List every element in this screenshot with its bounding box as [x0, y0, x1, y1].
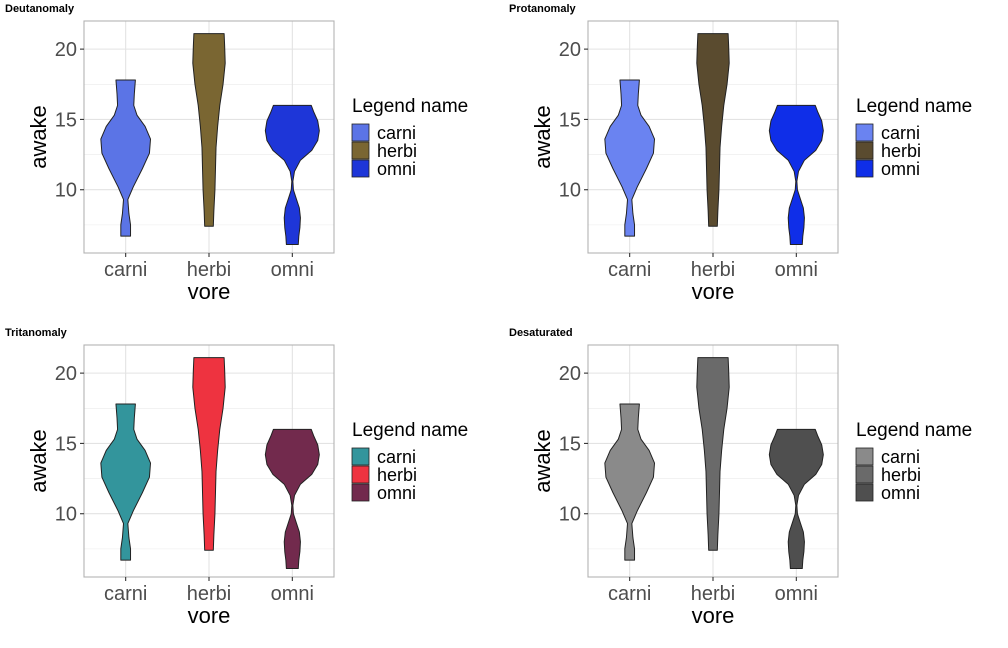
x-tick-label: omni [775, 259, 818, 281]
x-axis-title: vore [692, 279, 735, 304]
y-tick-label: 15 [55, 433, 77, 455]
y-tick-label: 20 [559, 363, 581, 385]
violin-herbi [192, 357, 226, 551]
y-tick-label: 20 [559, 39, 581, 61]
legend-key-herbi [351, 141, 370, 160]
legend-key-carni [855, 447, 874, 466]
x-axis-title: vore [692, 603, 735, 628]
y-axis-title: awake [530, 105, 555, 169]
violin-omni [264, 428, 320, 570]
x-axis-title: vore [188, 603, 231, 628]
violin-carni [604, 403, 656, 561]
legend-label-herbi: herbi [881, 141, 921, 161]
x-tick-label: herbi [691, 583, 735, 605]
violins [100, 357, 320, 570]
legend-key-omni [855, 483, 874, 502]
violins [100, 33, 320, 246]
violin-carni [100, 403, 152, 561]
y-axis-title: awake [26, 105, 51, 169]
violin-carni [604, 79, 656, 237]
legend-title: Legend name [352, 96, 468, 117]
y-tick-label: 15 [55, 109, 77, 131]
legend-label-carni: carni [377, 123, 416, 143]
y-tick-label: 20 [55, 39, 77, 61]
panel-title: Tritanomaly [5, 327, 68, 339]
violin-herbi [192, 33, 226, 227]
violin-herbi [696, 357, 730, 551]
x-tick-label: carni [104, 583, 147, 605]
x-tick-label: omni [271, 583, 314, 605]
legend-title: Legend name [856, 96, 972, 117]
legend-label-herbi: herbi [377, 141, 417, 161]
y-tick-label: 10 [55, 504, 77, 526]
x-tick-label: omni [271, 259, 314, 281]
legend-label-herbi: herbi [377, 465, 417, 485]
y-axis-title: awake [530, 429, 555, 493]
x-tick-label: herbi [187, 583, 231, 605]
legend-key-carni [351, 123, 370, 142]
x-tick-label: herbi [187, 259, 231, 281]
legend-title: Legend name [352, 420, 468, 441]
legend-label-omni: omni [881, 483, 920, 503]
panel-title: Desaturated [509, 327, 573, 339]
legend-key-carni [855, 123, 874, 142]
legend-key-carni [351, 447, 370, 466]
y-tick-label: 15 [559, 433, 581, 455]
x-tick-label: herbi [691, 259, 735, 281]
panel-title: Deutanomaly [5, 3, 75, 15]
panel-title: Protanomaly [509, 3, 577, 15]
legend-label-omni: omni [377, 483, 416, 503]
y-tick-label: 10 [559, 504, 581, 526]
legend-label-carni: carni [881, 447, 920, 467]
violins [604, 357, 824, 570]
legend-label-omni: omni [377, 159, 416, 179]
legend-key-omni [351, 483, 370, 502]
violins [604, 33, 824, 246]
violin-carni [100, 79, 152, 237]
legend-label-herbi: herbi [881, 465, 921, 485]
y-tick-label: 10 [55, 180, 77, 202]
x-tick-label: carni [608, 259, 651, 281]
x-tick-label: carni [608, 583, 651, 605]
x-axis-title: vore [188, 279, 231, 304]
legend-key-herbi [351, 465, 370, 484]
violin-omni [768, 428, 824, 570]
y-tick-label: 10 [559, 180, 581, 202]
legend-key-omni [351, 159, 370, 178]
legend-key-herbi [855, 141, 874, 160]
violin-herbi [696, 33, 730, 227]
legend-label-carni: carni [377, 447, 416, 467]
legend-label-carni: carni [881, 123, 920, 143]
legend-label-omni: omni [881, 159, 920, 179]
legend-key-omni [855, 159, 874, 178]
x-tick-label: omni [775, 583, 818, 605]
legend-title: Legend name [856, 420, 972, 441]
x-tick-label: carni [104, 259, 147, 281]
y-tick-label: 20 [55, 363, 77, 385]
violin-omni [264, 104, 320, 246]
violin-omni [768, 104, 824, 246]
y-tick-label: 15 [559, 109, 581, 131]
y-axis-title: awake [26, 429, 51, 493]
legend-key-herbi [855, 465, 874, 484]
